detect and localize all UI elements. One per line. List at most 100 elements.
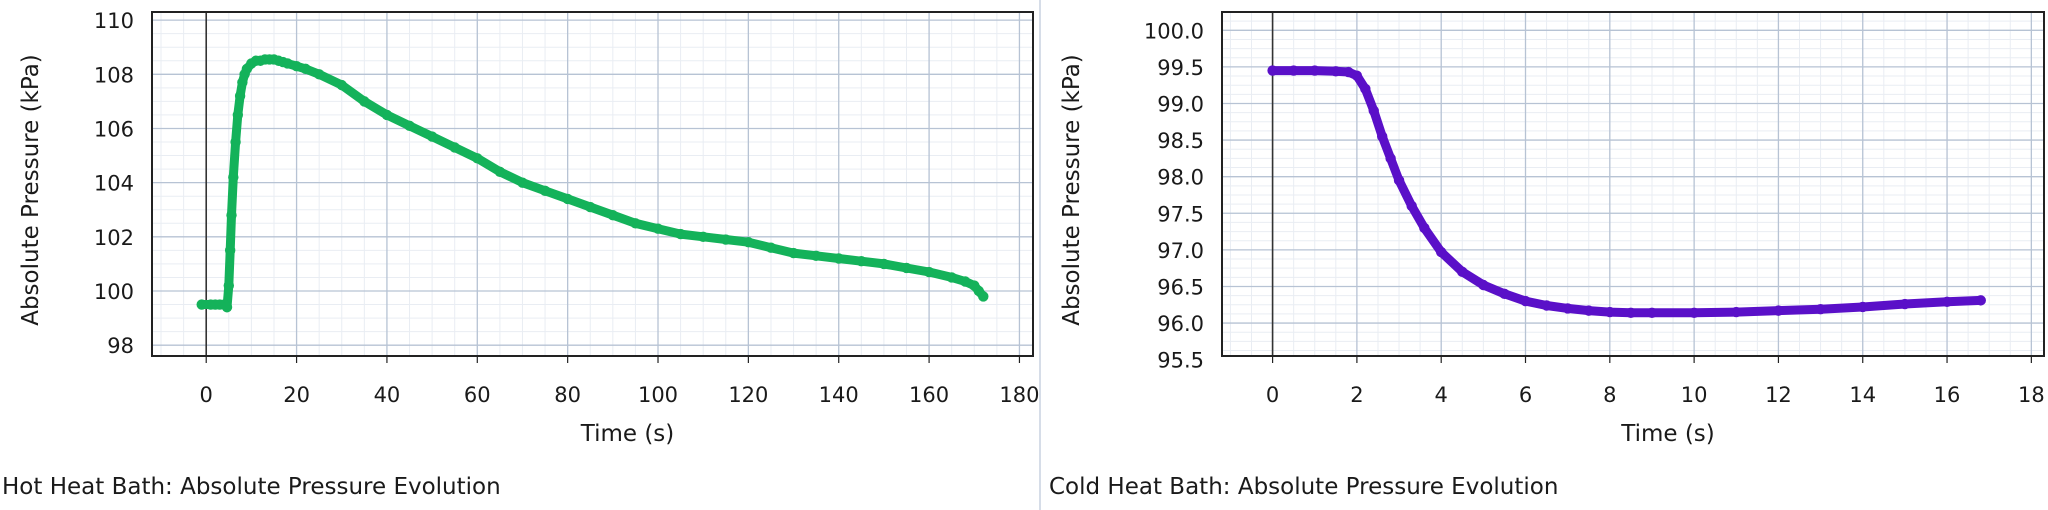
data-point xyxy=(1360,83,1371,95)
data-point xyxy=(1688,307,1700,319)
y-tick-label: 104 xyxy=(94,172,134,196)
data-points xyxy=(1267,65,1986,319)
y-tick-label: 96.5 xyxy=(1157,275,1204,299)
data-point xyxy=(449,142,460,153)
data-point xyxy=(788,247,799,259)
x-tick-label: 20 xyxy=(283,383,310,407)
y-tick-label: 106 xyxy=(94,117,134,141)
data-point xyxy=(960,276,971,287)
y-tick-label: 98.5 xyxy=(1157,129,1204,153)
x-tick-label: 12 xyxy=(1765,383,1792,407)
data-point xyxy=(230,136,241,148)
data-point xyxy=(1436,246,1447,258)
data-point xyxy=(923,266,935,278)
data-point xyxy=(946,272,957,283)
y-tick-labels: 98 100 102 104 106 108 110 xyxy=(94,9,134,358)
x-axis-title: Time (s) xyxy=(580,421,675,447)
data-point xyxy=(196,299,207,310)
data-point xyxy=(1309,65,1320,76)
data-point xyxy=(1393,175,1405,186)
plot-frame xyxy=(151,11,1034,357)
x-tick-label: 16 xyxy=(1934,383,1961,407)
data-point xyxy=(1351,70,1363,81)
data-point xyxy=(226,209,237,221)
x-tick-label: 2 xyxy=(1350,383,1363,407)
data-point xyxy=(1815,303,1826,315)
data-point xyxy=(1773,305,1784,316)
x-tick-label: 18 xyxy=(2018,383,2045,407)
x-tick-label: 40 xyxy=(374,383,401,407)
cold-bath-caption: Cold Heat Bath: Absolute Pressure Evolut… xyxy=(1049,474,1559,500)
data-point xyxy=(833,253,844,264)
data-point xyxy=(1457,266,1468,278)
y-tick-label: 97.0 xyxy=(1157,239,1204,263)
panel-divider xyxy=(1039,0,1041,510)
y-tick-label: 100 xyxy=(94,280,134,304)
x-tick-label: 8 xyxy=(1603,383,1616,407)
data-point xyxy=(1857,301,1868,313)
x-tick-label: 14 xyxy=(1849,383,1876,407)
y-tick-label: 97.5 xyxy=(1157,202,1204,226)
plot-frame xyxy=(1221,11,2045,357)
data-point xyxy=(1343,66,1354,78)
y-tick-label: 108 xyxy=(94,63,134,87)
data-point xyxy=(224,245,236,256)
data-point xyxy=(675,228,686,240)
data-point xyxy=(1646,307,1658,319)
data-point xyxy=(1625,307,1637,319)
y-tick-label: 99.5 xyxy=(1157,56,1204,80)
data-point xyxy=(336,79,347,91)
data-point xyxy=(223,280,235,291)
data-point xyxy=(1583,305,1594,316)
data-point xyxy=(1267,65,1278,76)
cold-bath-chart: 0 2 4 6 8 10 12 14 16 1895.596.096.597.097.598.09… xyxy=(1059,11,2045,447)
data-point xyxy=(1478,279,1489,291)
y-tick-label: 102 xyxy=(94,226,134,250)
data-point xyxy=(1975,295,1986,306)
data-point xyxy=(1499,288,1510,299)
hot-bath-chart-panel: 0 20 40 60 80 100 120 140 160 180 98 100 102 104 106 10… xyxy=(2,9,1039,500)
data-point xyxy=(517,177,528,188)
y-tick-label: 95.5 xyxy=(1157,349,1204,373)
data-point xyxy=(426,131,438,142)
data-point xyxy=(1541,300,1552,311)
data-point xyxy=(1368,105,1379,117)
x-tick-label: 0 xyxy=(1266,383,1279,407)
data-series-line xyxy=(1268,66,1986,318)
data-point xyxy=(765,242,777,253)
data-point xyxy=(720,234,731,245)
data-point xyxy=(1376,131,1388,142)
data-point xyxy=(1520,295,1531,307)
cold-bath-chart-panel: 0 2 4 6 8 10 12 14 16 18 95.5 96.0 96.5 97.0 97.5 98.0 9… xyxy=(1041,0,2048,510)
x-tick-labels: 0 2 4 6 8 10 12 14 16 18 xyxy=(1266,383,2045,407)
data-point xyxy=(1899,298,1911,310)
data-point xyxy=(359,96,370,107)
data-point xyxy=(221,302,233,313)
data-point xyxy=(232,109,244,121)
data-point xyxy=(607,209,619,221)
data-point xyxy=(234,90,246,102)
x-tick-label: 60 xyxy=(464,383,491,407)
data-point xyxy=(381,109,393,121)
data-point xyxy=(562,193,573,205)
y-tick-label: 96.0 xyxy=(1157,312,1204,336)
y-tick-label: 98.0 xyxy=(1157,166,1204,190)
data-point xyxy=(1330,66,1342,77)
y-tick-label: 98 xyxy=(107,334,134,358)
y-tick-label: 110 xyxy=(94,9,134,33)
y-tick-labels: 95.5 96.0 96.5 97.0 97.5 98.0 98.5 99.0 99.5 100.… xyxy=(1144,19,1204,372)
data-point xyxy=(856,255,867,267)
data-point xyxy=(585,201,596,213)
data-point xyxy=(300,63,311,75)
x-tick-label: 160 xyxy=(909,383,949,407)
x-tick-label: 80 xyxy=(554,383,581,407)
data-point xyxy=(1604,306,1616,318)
data-point xyxy=(282,58,293,69)
data-point xyxy=(494,166,506,178)
y-tick-label: 100.0 xyxy=(1144,19,1204,43)
x-axis-title: Time (s) xyxy=(1620,421,1715,447)
x-tick-label: 10 xyxy=(1681,383,1708,407)
y-axis-title: Absolute Pressure (kPa) xyxy=(1059,54,1085,326)
x-tick-label: 120 xyxy=(728,383,768,407)
y-tick-label: 99.0 xyxy=(1157,92,1204,116)
